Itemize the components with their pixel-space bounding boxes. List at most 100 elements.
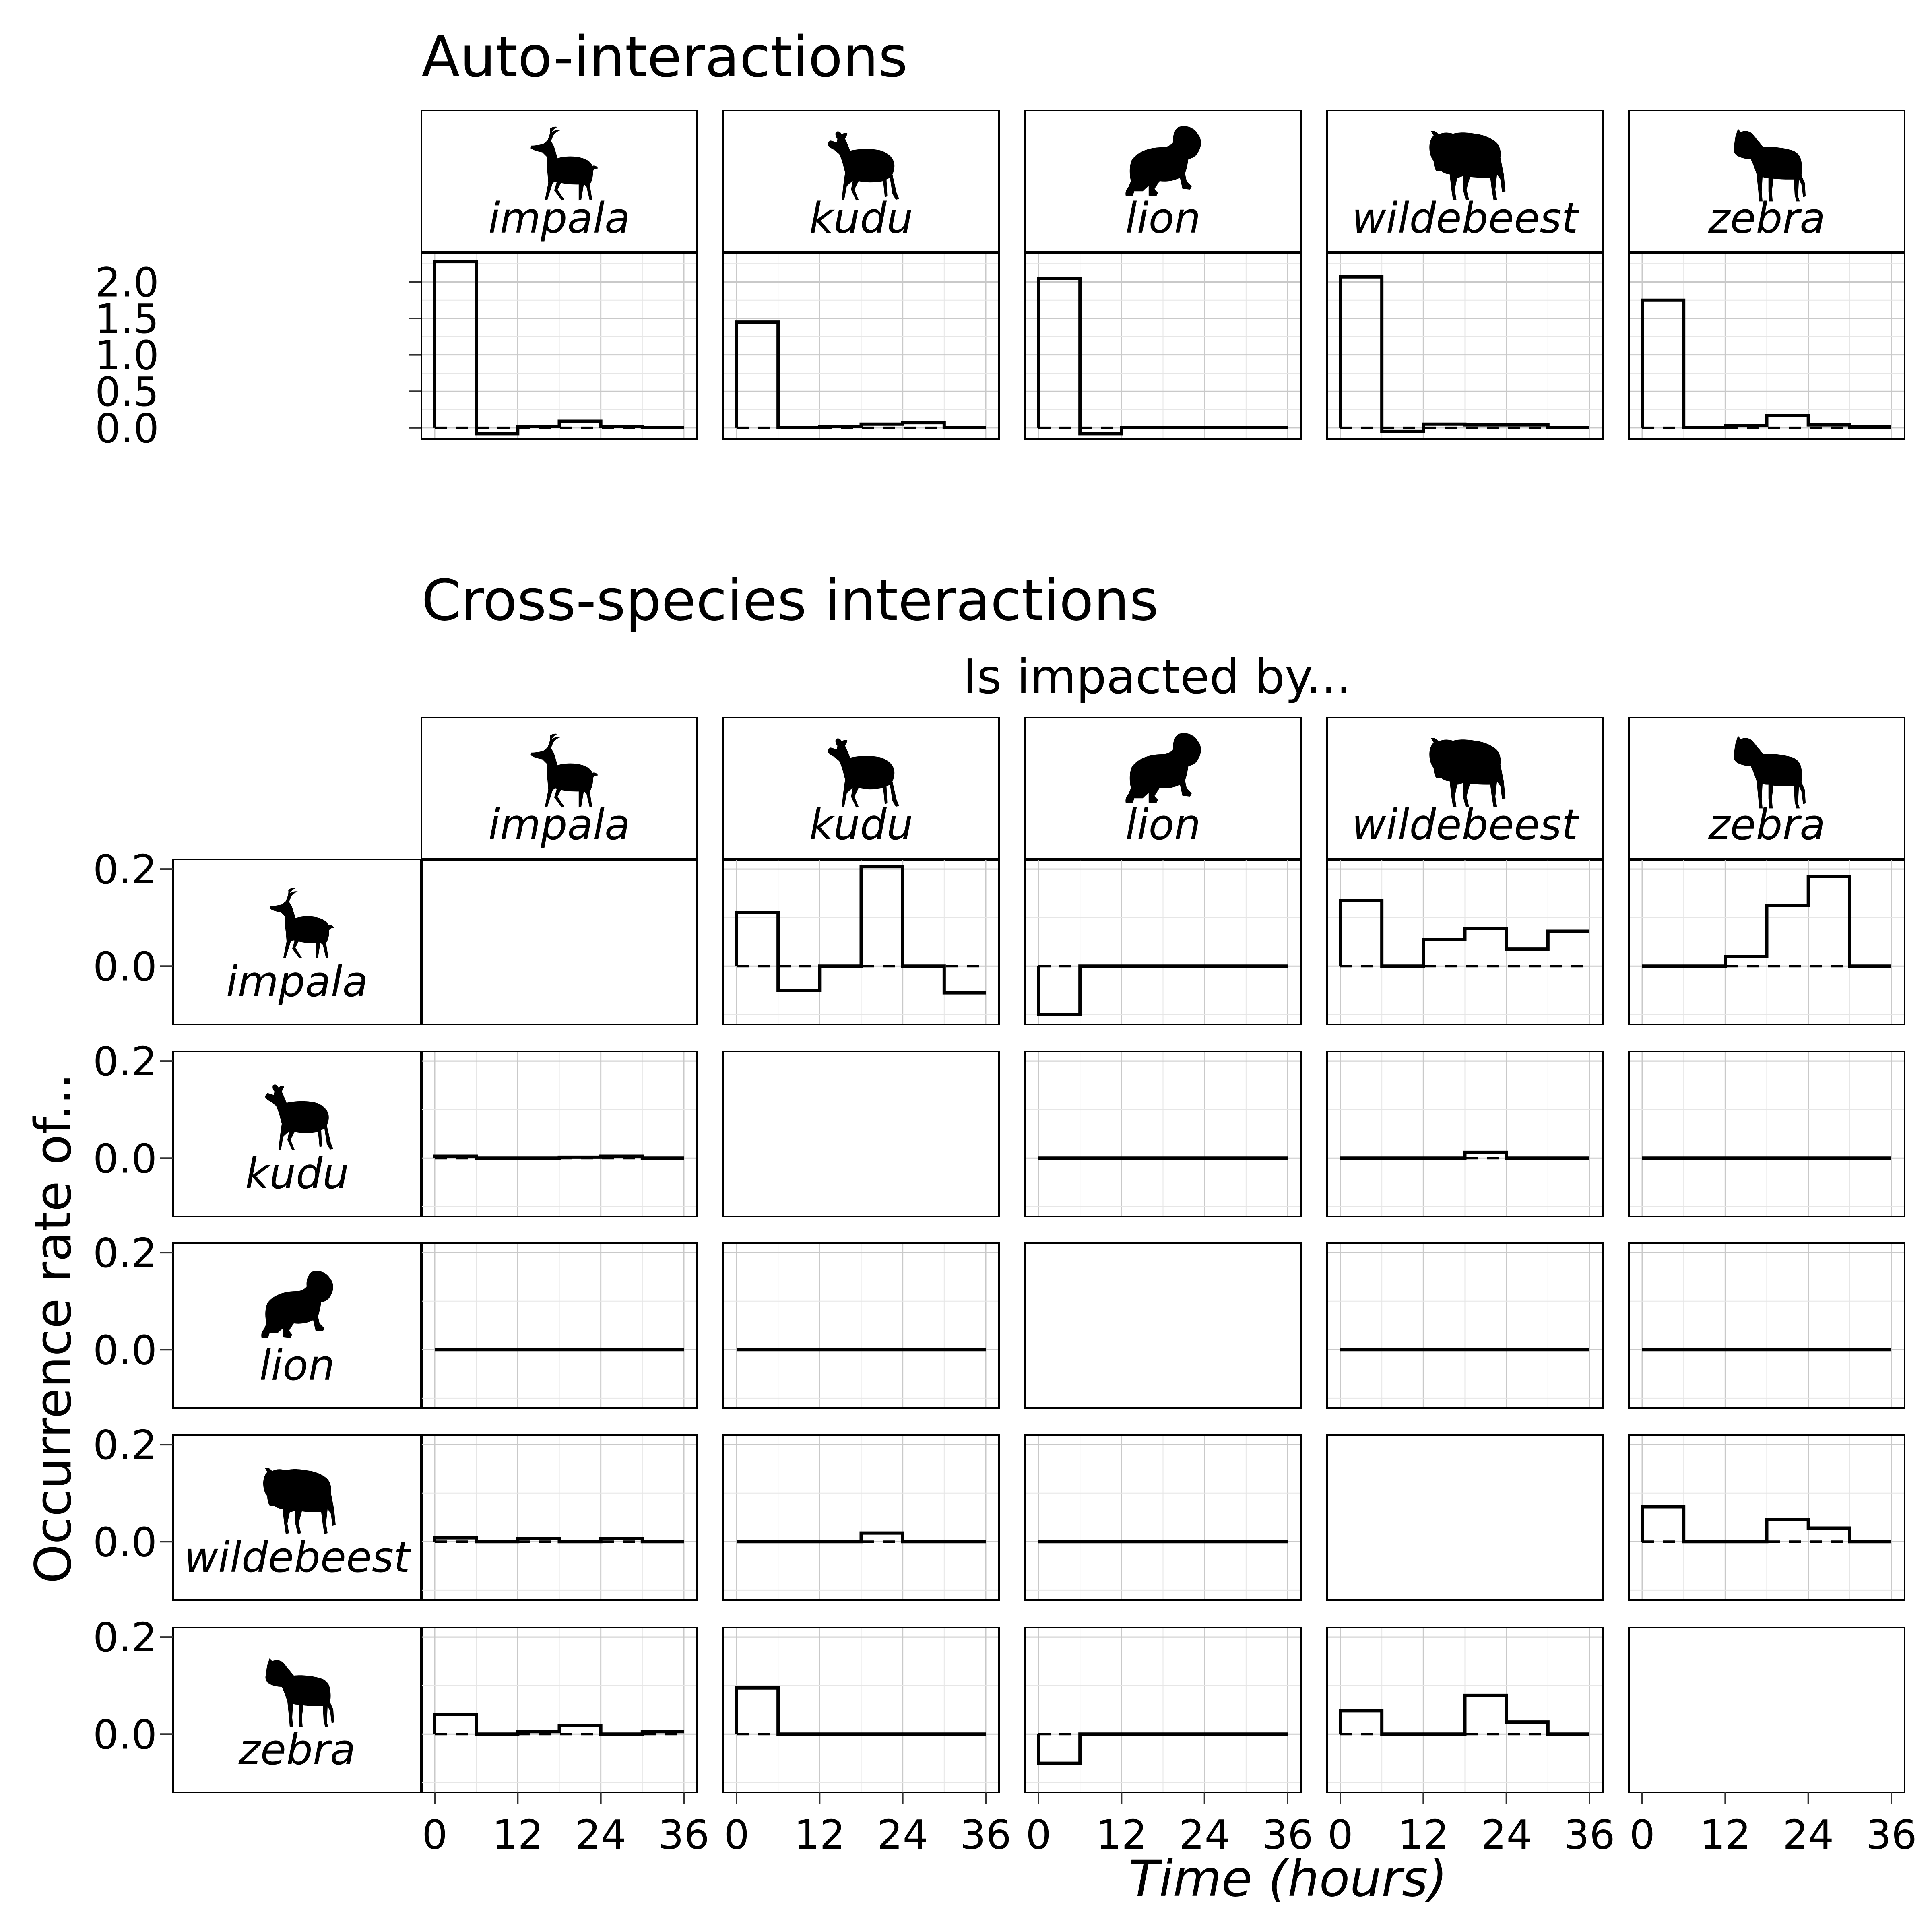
x-tick-label: 0: [724, 1811, 749, 1858]
cross-panel-wildebeest-by-zebra: [1628, 1434, 1905, 1601]
auto-y-axis: 0.00.51.01.52.0: [95, 259, 421, 452]
x-tick-label: 24: [1481, 1811, 1532, 1858]
species-label: kudu: [809, 800, 913, 849]
strip-box: [1024, 110, 1302, 254]
step-series-line: [1641, 298, 1891, 429]
row-strip-box: [172, 1051, 422, 1217]
auto-panel-kudu: kudu: [722, 110, 1000, 440]
panel-border: [421, 1242, 698, 1409]
cross-grid: [1327, 859, 1603, 1024]
auto-header-lion: lion: [1024, 110, 1302, 254]
x-tick-label: 24: [1179, 1811, 1230, 1858]
panel-border: [1024, 1434, 1302, 1601]
strip-box: [1024, 717, 1302, 860]
x-tick-label: 12: [1096, 1811, 1147, 1858]
cross-grid: [421, 1243, 697, 1408]
panel-border: [421, 1051, 698, 1217]
cross-grid: [723, 1627, 999, 1792]
cross-panel-zebra-by-kudu: [722, 1627, 1000, 1793]
auto-panel-lion: lion: [1024, 110, 1302, 440]
cross-panel-impala-by-zebra: [1628, 859, 1905, 1025]
auto-grid: [1327, 253, 1603, 439]
cross-grid: [1327, 1243, 1603, 1408]
cross-y-axis: 0.0 0.2 0.0 0.2 0.0 0.2 0.0 0.2 0.0 0.2: [93, 846, 173, 1758]
step-series-line: [735, 1686, 986, 1736]
cross-panel-kudu-by-kudu: [722, 1051, 1000, 1217]
cross-panel-zebra-by-wildebeest: [1326, 1627, 1604, 1793]
panel-border: [1628, 1051, 1905, 1217]
step-series-line: [1339, 1693, 1589, 1736]
x-tick-label: 0: [422, 1811, 448, 1858]
x-tick-label: 24: [877, 1811, 928, 1858]
cross-panel-wildebeest-by-wildebeest: [1326, 1434, 1604, 1601]
cross-grid: [421, 1051, 697, 1216]
auto-header-zebra: zebra: [1628, 110, 1905, 254]
x-tick-label: 12: [794, 1811, 845, 1858]
cross-grid: [1025, 1435, 1301, 1600]
row-species-label: lion: [259, 1341, 334, 1390]
cross-grid: [1629, 1435, 1905, 1600]
x-tick-label: 36: [1564, 1811, 1615, 1858]
panel-border: [1326, 1051, 1604, 1217]
cross-column-header-wildebeest: wildebeest: [1326, 717, 1604, 861]
panel-border: [722, 859, 1000, 1025]
step-series-line: [433, 260, 684, 436]
impacted-by-label: Is impacted by...: [963, 649, 1351, 704]
species-label: zebra: [1708, 194, 1825, 243]
y-tick-label: 0.0: [93, 1327, 157, 1374]
x-tick-label: 12: [492, 1811, 543, 1858]
panel-border: [421, 1627, 698, 1793]
cross-x-axis: 0 12 24 36 0 12 24 36 0 12 24 36 0 12 24 36 0 12 24 36: [422, 1792, 1917, 1858]
y-tick-label: 0.0: [93, 1711, 157, 1758]
cross-grid: [1025, 1051, 1301, 1216]
step-series-line: [1340, 1150, 1589, 1160]
species-label: impala: [488, 194, 630, 243]
row-species-label: impala: [226, 957, 368, 1006]
cross-panel-lion-by-kudu: [722, 1242, 1000, 1409]
panel-border: [722, 1627, 1000, 1793]
step-series-line: [433, 1713, 684, 1736]
y-axis-title: Occurrence rate of...: [25, 1073, 83, 1583]
x-axis-title: Time (hours): [1129, 1850, 1447, 1908]
panel-border: [421, 1434, 698, 1601]
panel-border: [1628, 1434, 1905, 1601]
step-series-line: [1037, 277, 1288, 436]
cross-title: Cross-species interactions: [421, 568, 1159, 634]
auto-header-kudu: kudu: [722, 110, 1000, 254]
step-series-line: [1642, 875, 1891, 968]
panel-border: [1024, 1051, 1302, 1217]
y-tick-label: 2.0: [95, 259, 159, 306]
auto-grid: [723, 253, 999, 439]
cross-grid: [723, 1243, 999, 1408]
cross-panel-impala-by-impala: [421, 859, 698, 1025]
row-label-lion: lion: [172, 1242, 423, 1409]
row-strip-box: [172, 1242, 422, 1409]
step-series-line: [1037, 964, 1288, 1016]
cross-panel-lion-by-zebra: [1628, 1242, 1905, 1409]
y-tick-label: 1.5: [95, 295, 159, 343]
row-label-wildebeest: wildebeest: [172, 1434, 423, 1601]
row-label-impala: impala: [172, 859, 423, 1025]
y-tick-label: 0.0: [95, 405, 159, 452]
panel-border: [1628, 252, 1905, 440]
step-series-line: [1339, 899, 1589, 968]
x-tick-label: 0: [1629, 1811, 1655, 1858]
row-strip-box: [172, 1627, 422, 1793]
x-tick-label: 12: [1700, 1811, 1751, 1858]
species-label: lion: [1125, 194, 1201, 243]
species-label: kudu: [809, 194, 913, 243]
panel-border: [1024, 859, 1302, 1025]
panel-border: [1326, 1434, 1604, 1601]
cross-panel-wildebeest-by-lion: [1024, 1434, 1302, 1601]
panel-border: [1024, 1627, 1302, 1793]
cross-panel-kudu-by-impala: [421, 1051, 698, 1217]
cross-row-labels: impala kudu lion wildebeest zebra: [172, 859, 423, 1793]
cross-grid: [723, 1435, 999, 1600]
cross-panel-lion-by-lion: [1024, 1242, 1302, 1409]
cross-panel-zebra-by-zebra: [1628, 1627, 1905, 1793]
panel-border: [421, 252, 698, 440]
panel-border: [722, 1434, 1000, 1601]
panel-border: [722, 252, 1000, 440]
step-series-line: [735, 865, 986, 995]
